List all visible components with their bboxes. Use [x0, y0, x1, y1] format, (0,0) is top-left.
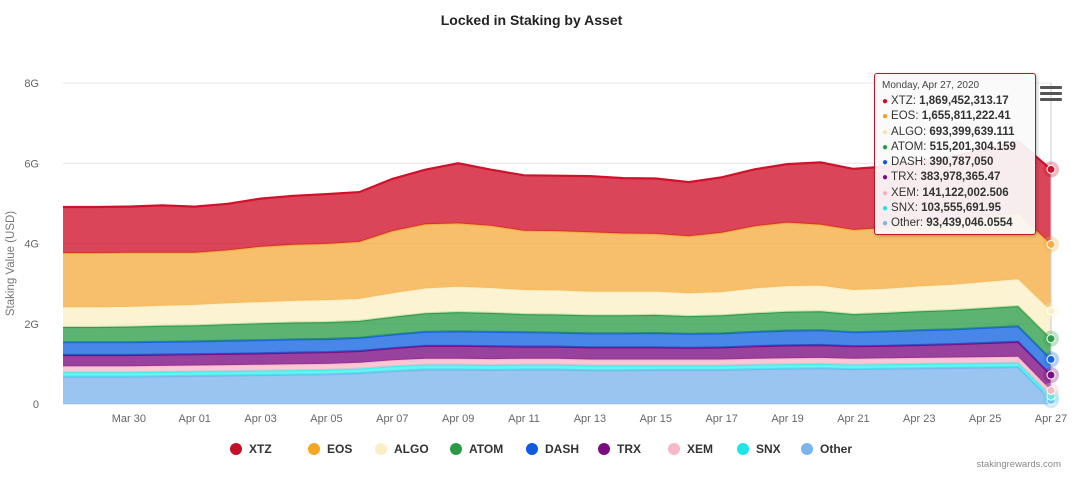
legend-item-algo[interactable]: ALGO: [394, 442, 429, 456]
x-tick-label: Apr 05: [310, 413, 342, 425]
area-algo: [63, 279, 1051, 339]
area-dash: [63, 326, 1051, 375]
legend-marker-dash[interactable]: [526, 443, 538, 455]
x-tick-label: Apr 21: [837, 413, 869, 425]
legend-marker-eos[interactable]: [308, 443, 320, 455]
legend-item-xem[interactable]: XEM: [687, 442, 713, 456]
legend-marker-algo[interactable]: [375, 443, 387, 455]
x-tick-label: Apr 03: [244, 413, 276, 425]
tooltip-row-other: ● Other: 93,439,046.0554: [882, 217, 1013, 230]
marker-algo[interactable]: [1046, 306, 1056, 316]
x-tick-label: Apr 25: [969, 413, 1001, 425]
tooltip-bullet-icon: ●: [882, 141, 889, 153]
tooltip-series-name: XEM: [891, 186, 916, 199]
tooltip-series-value: 1,655,811,222.41: [921, 110, 1011, 123]
area-snx: [63, 362, 1051, 401]
x-tick-label: Apr 09: [442, 413, 474, 425]
tooltip-bullet-icon: ●: [882, 203, 889, 215]
tooltip-row-trx: ● TRX: 383,978,365.47: [882, 171, 1001, 184]
y-tick-label: 2G: [24, 319, 39, 331]
area-trx: [63, 341, 1051, 391]
tooltip-bullet-icon: ●: [882, 157, 889, 169]
area-xtz: [63, 141, 1051, 254]
legend-item-dash[interactable]: DASH: [545, 442, 579, 456]
area-other: [63, 367, 1051, 404]
legend-marker-xem[interactable]: [668, 443, 680, 455]
tooltip-series-value: 693,399,639.111: [929, 125, 1015, 138]
x-tick-label: Apr 01: [179, 413, 211, 425]
tooltip-bullet-icon: ●: [882, 111, 889, 123]
tooltip-series-name: EOS: [891, 110, 916, 123]
tooltip-row-algo: ● ALGO: 693,399,639.111: [882, 125, 1015, 138]
area-atom: [63, 306, 1051, 360]
x-tick-label: Apr 15: [640, 413, 672, 425]
legend-marker-atom[interactable]: [450, 443, 462, 455]
tooltip-bullet-icon: ●: [882, 172, 889, 184]
area-eos: [63, 213, 1051, 311]
tooltip-bullet-icon: ●: [882, 187, 889, 199]
tooltip-series-value: 1,869,452,313.17: [919, 95, 1009, 107]
tooltip-series-name: Other: [891, 217, 920, 230]
tooltip-series-name: ATOM: [891, 140, 924, 153]
legend-item-xtz[interactable]: XTZ: [249, 442, 272, 456]
x-tick-label: Apr 17: [705, 413, 737, 425]
tooltip-bullet-icon: ●: [882, 96, 889, 107]
marker-trx[interactable]: [1046, 370, 1056, 380]
x-tick-label: Apr 07: [376, 413, 408, 425]
legend-marker-snx[interactable]: [737, 443, 749, 455]
marker-xem[interactable]: [1046, 385, 1056, 395]
tooltip-series-name: ALGO: [891, 125, 924, 138]
legend-marker-xtz[interactable]: [230, 443, 242, 455]
y-tick-label: 8G: [24, 78, 39, 90]
tooltip-row-eos: ● EOS: 1,655,811,222.41: [882, 110, 1011, 123]
tooltip-series-value: 141,122,002.506: [922, 186, 1009, 199]
tooltip-row-xem: ● XEM: 141,122,002.506: [882, 186, 1009, 199]
tooltip-series-name: XTZ: [891, 95, 913, 107]
x-tick-label: Apr 13: [574, 413, 606, 425]
chart-title: Locked in Staking by Asset: [440, 12, 623, 28]
legend-marker-trx[interactable]: [598, 443, 610, 455]
tooltip-series-value: 103,555,691.95: [921, 202, 1002, 215]
area-xem: [63, 356, 1051, 397]
tooltip-series-value: 93,439,046.0554: [926, 217, 1013, 230]
tooltip-series-name: SNX: [891, 202, 915, 215]
marker-dash[interactable]: [1046, 354, 1056, 364]
tooltip-row-dash: ● DASH: 390,787,050: [882, 156, 994, 169]
tooltip-date: Monday, Apr 27, 2020: [882, 80, 980, 91]
y-tick-label: 6G: [24, 158, 39, 170]
tooltip-row-xtz: ● XTZ: 1,869,452,313.17: [882, 95, 1009, 107]
y-axis-title: Staking Value (USD): [5, 211, 17, 316]
y-tick-label: 4G: [24, 239, 39, 251]
x-tick-label: Apr 19: [771, 413, 803, 425]
marker-xtz[interactable]: [1046, 164, 1056, 174]
tooltip: Monday, Apr 27, 2020 ● XTZ: 1,869,452,313…: [874, 73, 1036, 235]
legend-item-snx[interactable]: SNX: [756, 442, 781, 456]
legend-item-trx[interactable]: TRX: [617, 442, 641, 456]
marker-atom[interactable]: [1046, 334, 1056, 344]
x-tick-label: Apr 11: [508, 413, 540, 425]
tooltip-series-value: 515,201,304.159: [929, 140, 1016, 153]
marker-eos[interactable]: [1046, 239, 1056, 249]
legend-item-other[interactable]: Other: [820, 442, 852, 456]
legend-item-eos[interactable]: EOS: [327, 442, 352, 456]
tooltip-series-name: DASH: [891, 156, 923, 169]
y-tick-label: 0: [33, 399, 39, 411]
x-tick-label: Apr 27: [1035, 413, 1067, 425]
x-tick-label: Mar 30: [112, 413, 146, 425]
tooltip-bullet-icon: ●: [882, 126, 889, 138]
hamburger-menu-icon[interactable]: [1040, 86, 1062, 104]
credits-link[interactable]: stakingrewards.com: [976, 459, 1061, 470]
legend-marker-other[interactable]: [801, 443, 813, 455]
tooltip-row-atom: ● ATOM: 515,201,304.159: [882, 140, 1016, 153]
tooltip-series-name: TRX: [891, 171, 915, 184]
x-tick-label: Apr 23: [903, 413, 935, 425]
legend-item-atom[interactable]: ATOM: [469, 442, 503, 456]
tooltip-bullet-icon: ●: [882, 218, 889, 230]
tooltip-series-value: 390,787,050: [929, 156, 994, 169]
tooltip-series-value: 383,978,365.47: [920, 171, 1001, 184]
tooltip-row-snx: ● SNX: 103,555,691.95: [882, 202, 1002, 215]
